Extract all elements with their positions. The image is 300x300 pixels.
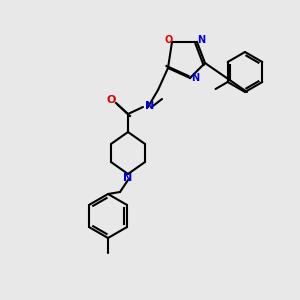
Text: O: O [106,95,116,105]
Text: N: N [123,173,133,183]
Text: N: N [197,35,205,45]
Text: N: N [191,73,199,83]
Text: N: N [146,101,154,111]
Text: O: O [165,35,173,45]
